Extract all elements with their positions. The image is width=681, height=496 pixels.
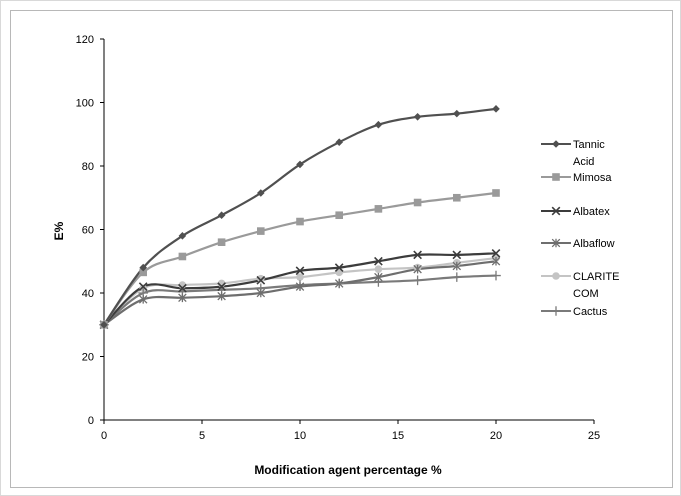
data-point-albatex bbox=[178, 283, 187, 293]
x-tick-label: 10 bbox=[294, 430, 306, 442]
data-point-clarite-com bbox=[374, 265, 383, 273]
data-point-mimosa bbox=[335, 211, 343, 220]
data-point-albatex bbox=[217, 282, 226, 292]
data-point-mimosa bbox=[453, 193, 461, 202]
y-tick-label: 20 bbox=[82, 352, 94, 364]
x-tick-label: 0 bbox=[101, 430, 107, 442]
series-line-tannic-acid bbox=[103, 107, 497, 326]
data-point-albaflow bbox=[295, 282, 305, 291]
legend-item-clarite-com: CLARITE COM bbox=[541, 271, 619, 300]
legend-item-albaflow: Albaflow bbox=[541, 238, 615, 250]
data-point-mimosa bbox=[139, 268, 147, 277]
y-tick-label: 120 bbox=[76, 34, 94, 46]
data-point-tannic-acid bbox=[139, 263, 147, 272]
legend-marker bbox=[551, 206, 561, 216]
data-point-tannic-acid bbox=[257, 189, 265, 197]
legend-label: Albaflow bbox=[573, 238, 615, 250]
data-point-tannic-acid bbox=[374, 120, 383, 129]
data-point-albatex bbox=[374, 256, 383, 266]
x-tick-label: 15 bbox=[392, 430, 404, 442]
legend-label: Cactus bbox=[573, 306, 608, 318]
legend-marker bbox=[551, 306, 561, 316]
legend-marker bbox=[552, 272, 560, 280]
data-point-albaflow bbox=[256, 288, 266, 298]
y-tick-label: 0 bbox=[88, 415, 94, 427]
legend: Tannic Acid Mimosa Albatex Albaflow CLARITE CO… bbox=[541, 139, 619, 318]
data-point-albatex bbox=[256, 275, 266, 285]
data-point-albaflow bbox=[452, 261, 462, 271]
data-point-cactus bbox=[412, 275, 423, 286]
data-point-mimosa bbox=[413, 198, 422, 207]
legend-label: Tannic Acid bbox=[573, 139, 605, 168]
data-point-mimosa bbox=[217, 238, 226, 246]
legend-item-cactus: Cactus bbox=[541, 306, 608, 318]
chart-area-border bbox=[10, 10, 673, 488]
data-point-albatex bbox=[413, 250, 422, 260]
data-point-mimosa bbox=[178, 252, 187, 261]
data-point-albaflow bbox=[374, 272, 383, 282]
data-point-albaflow bbox=[217, 291, 226, 301]
data-point-mimosa bbox=[492, 189, 500, 197]
data-point-mimosa bbox=[374, 205, 383, 213]
data-point-albatex bbox=[491, 248, 501, 258]
data-point-tannic-acid bbox=[217, 211, 226, 220]
legend-item-tannic-acid: Tannic Acid bbox=[541, 139, 605, 168]
data-point-albaflow bbox=[491, 256, 501, 266]
x-tick-label: 5 bbox=[199, 430, 205, 442]
data-point-tannic-acid bbox=[100, 320, 108, 329]
data-point-tannic-acid bbox=[296, 160, 304, 169]
data-point-mimosa bbox=[296, 217, 304, 226]
y-tick-label: 40 bbox=[82, 288, 94, 300]
data-point-albaflow bbox=[138, 295, 148, 304]
x-tick-label: 20 bbox=[490, 430, 502, 442]
data-point-clarite-com bbox=[296, 273, 304, 281]
data-point-mimosa bbox=[257, 227, 265, 235]
axes: 0 20 40 60 80 100 120 0 5 10 15 20 25 bbox=[76, 34, 600, 442]
legend-marker bbox=[552, 140, 560, 148]
data-point-albatex bbox=[452, 250, 462, 260]
y-axis-label: E% bbox=[52, 221, 66, 240]
data-point-tannic-acid bbox=[335, 138, 343, 146]
series-lines bbox=[103, 107, 497, 326]
legend-marker bbox=[552, 173, 560, 181]
data-point-clarite-com bbox=[257, 274, 265, 283]
data-point-albatex bbox=[138, 282, 148, 292]
series-line-mimosa bbox=[103, 191, 497, 326]
data-point-tannic-acid bbox=[178, 232, 187, 240]
legend-item-mimosa: Mimosa bbox=[541, 172, 612, 184]
data-point-cactus bbox=[452, 272, 462, 282]
data-point-albaflow bbox=[178, 293, 187, 303]
legend-label: Albatex bbox=[573, 206, 610, 218]
data-point-albatex bbox=[295, 266, 305, 276]
data-point-cactus bbox=[491, 270, 501, 281]
legend-label: Mimosa bbox=[573, 172, 612, 184]
data-point-albatex bbox=[334, 263, 344, 272]
x-axis-label: Modification agent percentage % bbox=[254, 463, 442, 477]
y-tick-label: 80 bbox=[82, 161, 94, 173]
x-tick-label: 25 bbox=[588, 430, 600, 442]
legend-item-albatex: Albatex bbox=[541, 206, 610, 218]
y-tick-label: 60 bbox=[82, 225, 94, 237]
legend-marker bbox=[551, 238, 561, 248]
series-markers bbox=[99, 105, 501, 330]
y-tick-label: 100 bbox=[76, 98, 94, 110]
data-point-albaflow bbox=[334, 279, 344, 288]
data-point-tannic-acid bbox=[492, 105, 500, 113]
data-point-albaflow bbox=[413, 264, 422, 274]
data-point-tannic-acid bbox=[413, 112, 422, 121]
legend-label: CLARITE COM bbox=[573, 271, 619, 300]
data-point-tannic-acid bbox=[453, 109, 461, 118]
